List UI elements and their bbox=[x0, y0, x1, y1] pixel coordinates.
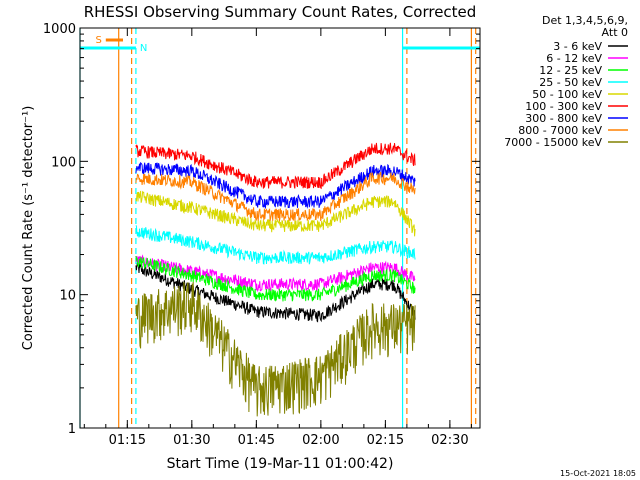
x-tick-label: 01:15 bbox=[109, 433, 146, 448]
legend-label: 300 - 800 keV bbox=[525, 112, 602, 125]
y-tick-label: 1 bbox=[68, 422, 76, 437]
series-4 bbox=[135, 190, 416, 237]
series-line bbox=[135, 225, 416, 265]
series-7 bbox=[135, 171, 416, 222]
legend-label: 100 - 300 keV bbox=[525, 100, 602, 113]
attenuator-flags: SN bbox=[80, 35, 480, 54]
chart-title: RHESSI Observing Summary Count Rates, Co… bbox=[84, 3, 477, 21]
flag-label: S bbox=[95, 35, 101, 46]
series-line bbox=[135, 255, 416, 302]
series-line bbox=[135, 171, 416, 222]
y-tick-label: 1000 bbox=[43, 22, 76, 37]
x-axis-label: Start Time (19-Mar-11 01:00:42) bbox=[167, 456, 394, 472]
legend-header: Det 1,3,4,5,6,9, bbox=[542, 14, 628, 27]
series-8 bbox=[135, 281, 416, 417]
series-line bbox=[135, 142, 416, 190]
x-tick-label: 02:00 bbox=[302, 433, 339, 448]
series-5 bbox=[135, 142, 416, 190]
legend-label: 25 - 50 keV bbox=[539, 76, 602, 89]
legend-label: 7000 - 15000 keV bbox=[504, 136, 602, 149]
x-tick-label: 01:30 bbox=[173, 433, 210, 448]
y-tick-label: 10 bbox=[59, 289, 76, 304]
x-tick-label: 02:15 bbox=[367, 433, 404, 448]
plot-frame bbox=[79, 27, 481, 429]
legend-label: 800 - 7000 keV bbox=[518, 124, 602, 137]
axes: 01:15 01:30 01:45 02:00 02:15 02:30 1 10 100 1000 bbox=[43, 22, 480, 448]
legend-header: Att 0 bbox=[602, 26, 628, 39]
y-tick-label: 100 bbox=[51, 155, 76, 170]
legend-label: 50 - 100 keV bbox=[532, 88, 602, 101]
footer-timestamp: 15-Oct-2021 18:05 bbox=[560, 469, 636, 478]
plot-area bbox=[79, 28, 477, 428]
series-3 bbox=[135, 225, 416, 265]
series-line bbox=[135, 190, 416, 237]
series-line bbox=[135, 262, 416, 323]
series-2 bbox=[135, 255, 416, 302]
x-tick-label: 02:30 bbox=[431, 433, 468, 448]
series-line bbox=[135, 281, 416, 417]
legend-label: 3 - 6 keV bbox=[553, 40, 602, 53]
series-6 bbox=[135, 161, 416, 210]
legend-label: 12 - 25 keV bbox=[539, 64, 602, 77]
legend-label: 6 - 12 keV bbox=[546, 52, 602, 65]
series-line bbox=[135, 161, 416, 210]
x-tick-label: 01:45 bbox=[238, 433, 275, 448]
y-axis-label: Corrected Count Rate (s⁻¹ detector⁻¹) bbox=[21, 106, 36, 351]
flag-label: N bbox=[140, 43, 147, 54]
